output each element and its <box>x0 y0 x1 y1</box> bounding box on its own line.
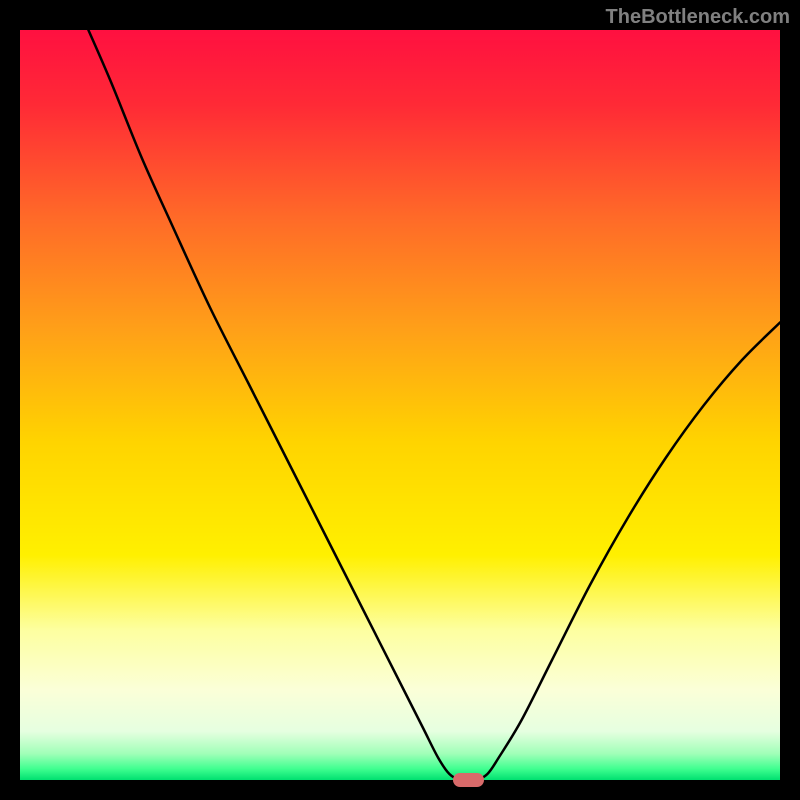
bottleneck-marker <box>453 773 483 787</box>
chart-container: { "watermark": { "text": "TheBottleneck.… <box>0 0 800 800</box>
bottleneck-curve <box>20 30 780 780</box>
curve-path <box>88 30 780 780</box>
plot-area <box>20 30 780 780</box>
watermark-text: TheBottleneck.com <box>606 6 790 29</box>
